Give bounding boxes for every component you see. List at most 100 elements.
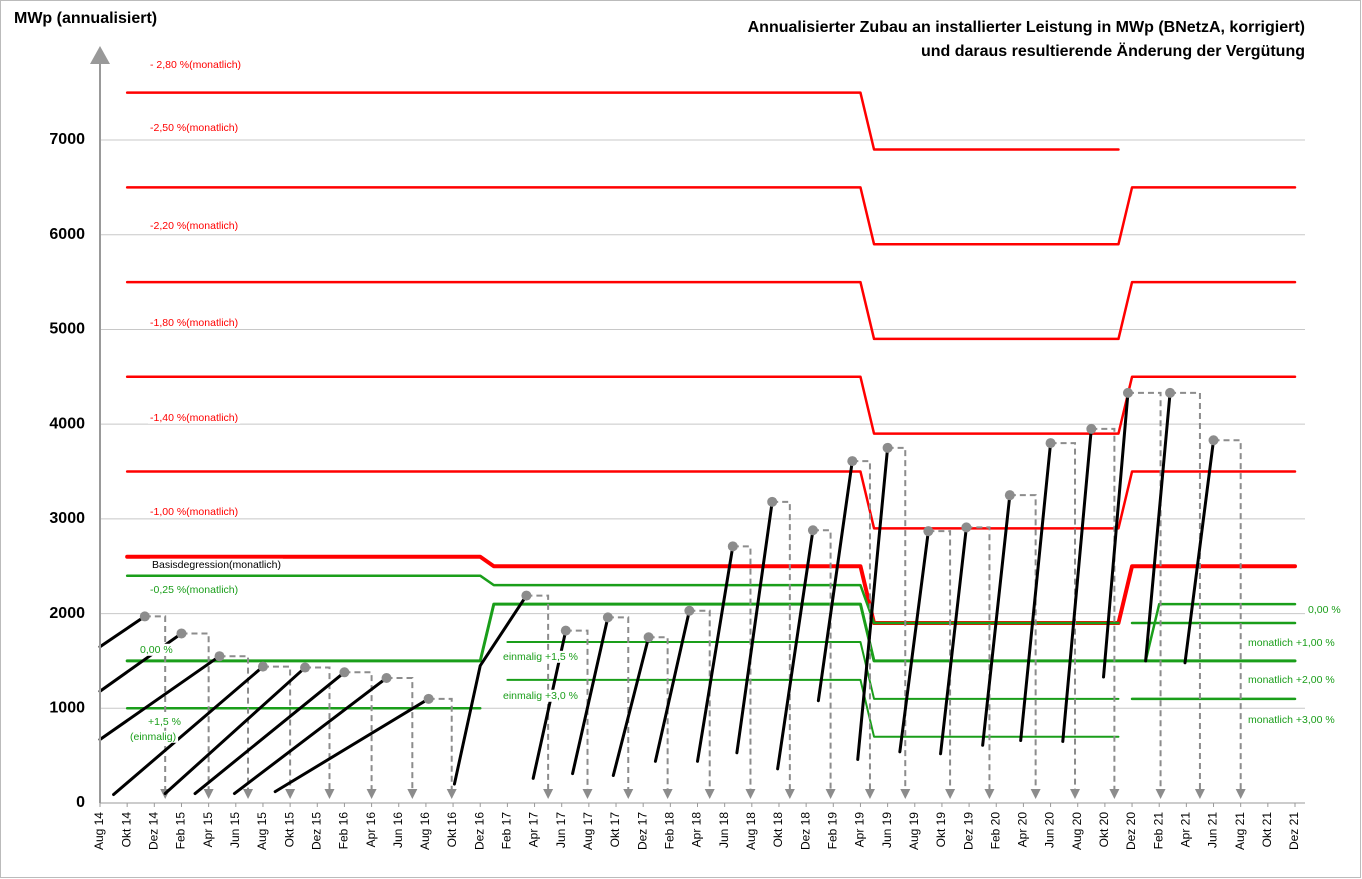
drop-line <box>852 460 871 791</box>
x-tick-label: Apr 18 <box>690 812 704 848</box>
series-line <box>816 459 854 703</box>
drop-arrow <box>243 789 254 799</box>
drop-line <box>966 526 991 791</box>
series-line <box>125 375 1297 435</box>
drop-arrow <box>662 789 673 799</box>
peak-dot <box>684 605 695 616</box>
series-line <box>776 528 815 771</box>
drop-line <box>1009 494 1037 791</box>
x-tick-label: Aug 19 <box>907 812 921 850</box>
x-tick-label: Aug 21 <box>1233 812 1247 850</box>
x-tick-label: Apr 19 <box>853 812 867 848</box>
series-line <box>163 666 307 796</box>
series-line <box>981 493 1012 747</box>
series-line <box>696 544 735 763</box>
x-tick-label: Okt 20 <box>1097 812 1111 848</box>
series-line <box>98 631 183 693</box>
x-tick-label: Dez 16 <box>472 812 486 850</box>
series-line <box>611 635 651 778</box>
y-tick-label: 6000 <box>49 226 85 243</box>
annotation: einmalig +1,5 % <box>503 651 578 663</box>
y-tick-label: 7000 <box>49 131 85 148</box>
series-line <box>232 676 389 796</box>
annotation-bg <box>1246 713 1337 726</box>
drop-line <box>526 594 550 791</box>
annotation: 0,00 % <box>140 644 173 656</box>
y-tick-label: 5000 <box>49 321 85 338</box>
drop-arrow <box>784 789 795 799</box>
annotation-bg <box>148 411 241 424</box>
x-tick-label: Aug 20 <box>1070 812 1084 850</box>
x-tick-label: Okt 16 <box>445 812 459 848</box>
annotation-bg <box>146 715 183 728</box>
series-line <box>125 602 1297 663</box>
annotation: 0,00 % <box>1308 604 1341 616</box>
drop-arrow <box>1155 789 1166 799</box>
drop-arrow <box>366 789 377 799</box>
series-line <box>125 554 1297 626</box>
annotation: - 2,80 %(monatlich) <box>150 59 241 71</box>
peak-dot <box>214 651 225 662</box>
x-tick-label: Jun 17 <box>554 812 568 848</box>
chart-title: Annualisierter Zubau an installierter Le… <box>748 19 1305 36</box>
annotation-bg <box>148 121 241 134</box>
annotation: (einmalig) <box>130 731 176 743</box>
y-tick-label: 1000 <box>49 700 85 717</box>
chart-title: und daraus resultierende Änderung der Ve… <box>921 42 1305 60</box>
series-line <box>1144 391 1172 663</box>
peak-dot <box>807 525 818 536</box>
drop-arrow <box>745 789 756 799</box>
annotation: -2,20 %(monatlich) <box>150 220 238 232</box>
peak-dot <box>1208 435 1219 446</box>
x-tick-label: Apr 20 <box>1016 812 1030 848</box>
series-line <box>125 470 1297 530</box>
drop-line <box>689 609 711 791</box>
peak-dot <box>882 442 893 453</box>
annotation: -1,80 %(monatlich) <box>150 317 238 329</box>
x-tick-label: Feb 15 <box>174 812 188 850</box>
drop-line <box>732 545 752 791</box>
peak-dot <box>602 612 613 623</box>
series-line <box>856 446 890 761</box>
drop-arrow <box>864 789 875 799</box>
x-tick-label: Feb 20 <box>988 812 1002 850</box>
y-tick-label: 3000 <box>49 510 85 527</box>
annotation: -1,00 %(monatlich) <box>150 506 238 518</box>
series-line <box>1144 602 1297 663</box>
plot <box>98 91 1297 799</box>
x-tick-label: Dez 14 <box>146 812 160 850</box>
series-line <box>125 574 1120 625</box>
peak-dot <box>923 526 934 537</box>
drop-line <box>181 632 210 791</box>
peak-dot <box>767 496 778 507</box>
x-tick-label: Okt 19 <box>934 812 948 848</box>
peak-dot <box>1122 387 1133 398</box>
x-tick-label: Aug 17 <box>581 812 595 850</box>
drop-arrow <box>543 789 554 799</box>
drop-line <box>1170 391 1201 791</box>
x-tick-label: Aug 18 <box>744 812 758 850</box>
peak-dot <box>847 456 858 467</box>
peak-dot <box>560 625 571 636</box>
annotation-bg <box>128 730 179 743</box>
x-tick-label: Dez 17 <box>635 812 649 850</box>
series-line <box>125 91 1120 151</box>
annotation: einmalig +3,0 % <box>503 690 578 702</box>
x-tick-label: Dez 15 <box>309 812 323 850</box>
x-tick-label: Jun 15 <box>228 812 242 848</box>
drop-line <box>1091 427 1116 791</box>
annotation-bg <box>501 650 581 663</box>
series-line <box>653 609 691 763</box>
series-line <box>125 280 1297 341</box>
x-tick-label: Feb 18 <box>663 812 677 850</box>
x-tick-label: Feb 17 <box>500 812 514 850</box>
series-line <box>939 525 968 756</box>
y-tick-label: 0 <box>76 794 85 811</box>
x-tick-label: Dez 18 <box>798 812 812 850</box>
x-tick-label: Apr 21 <box>1179 812 1193 848</box>
series-line <box>112 665 265 796</box>
annotation: monatlich +2,00 % <box>1248 674 1335 686</box>
drop-arrow <box>203 789 214 799</box>
series-line <box>273 697 431 794</box>
